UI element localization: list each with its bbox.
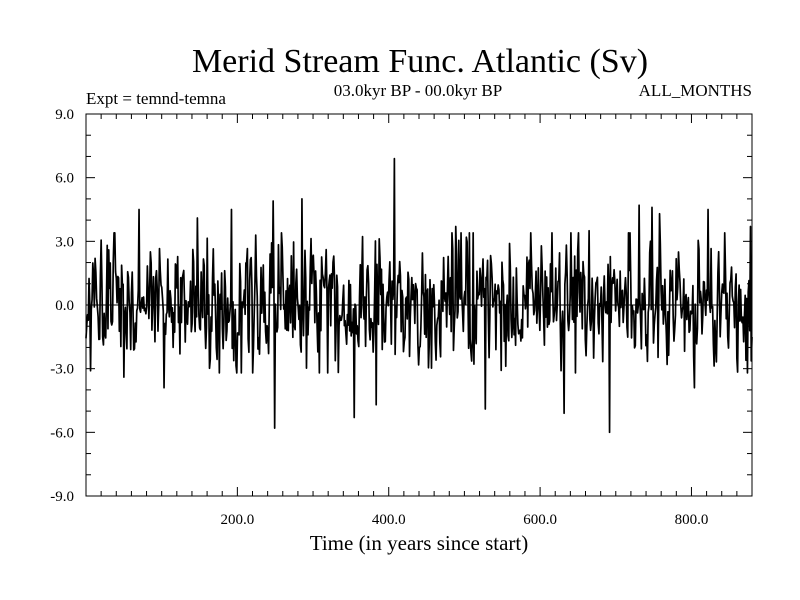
y-tick-label: -3.0 — [50, 362, 74, 378]
months-label: ALL_MONTHS — [639, 81, 752, 100]
y-tick-label: 0.0 — [55, 298, 74, 314]
y-tick-label: -9.0 — [50, 489, 74, 505]
x-tick-label: 400.0 — [372, 512, 406, 528]
y-tick-label: 9.0 — [55, 107, 74, 123]
y-tick-label: 6.0 — [55, 171, 74, 187]
x-tick-label: 800.0 — [675, 512, 709, 528]
experiment-label: Expt = temnd-temna — [86, 89, 226, 108]
chart-title: Merid Stream Func. Atlantic (Sv) — [192, 43, 648, 80]
time-period-label: 03.0kyr BP - 00.0kyr BP — [334, 81, 502, 100]
x-tick-label: 200.0 — [220, 512, 254, 528]
y-tick-label: 3.0 — [55, 234, 74, 250]
plot-frame — [85, 113, 753, 497]
y-tick-labels: -9.0 -6.0 -3.0 0.0 3.0 6.0 9.0 — [50, 107, 74, 505]
x-tick-label: 600.0 — [523, 512, 557, 528]
x-axis-label: Time (in years since start) — [310, 531, 529, 555]
y-tick-label: -6.0 — [50, 425, 74, 441]
series-line — [85, 157, 753, 434]
x-tick-labels: 200.0 400.0 600.0 800.0 — [220, 512, 708, 528]
